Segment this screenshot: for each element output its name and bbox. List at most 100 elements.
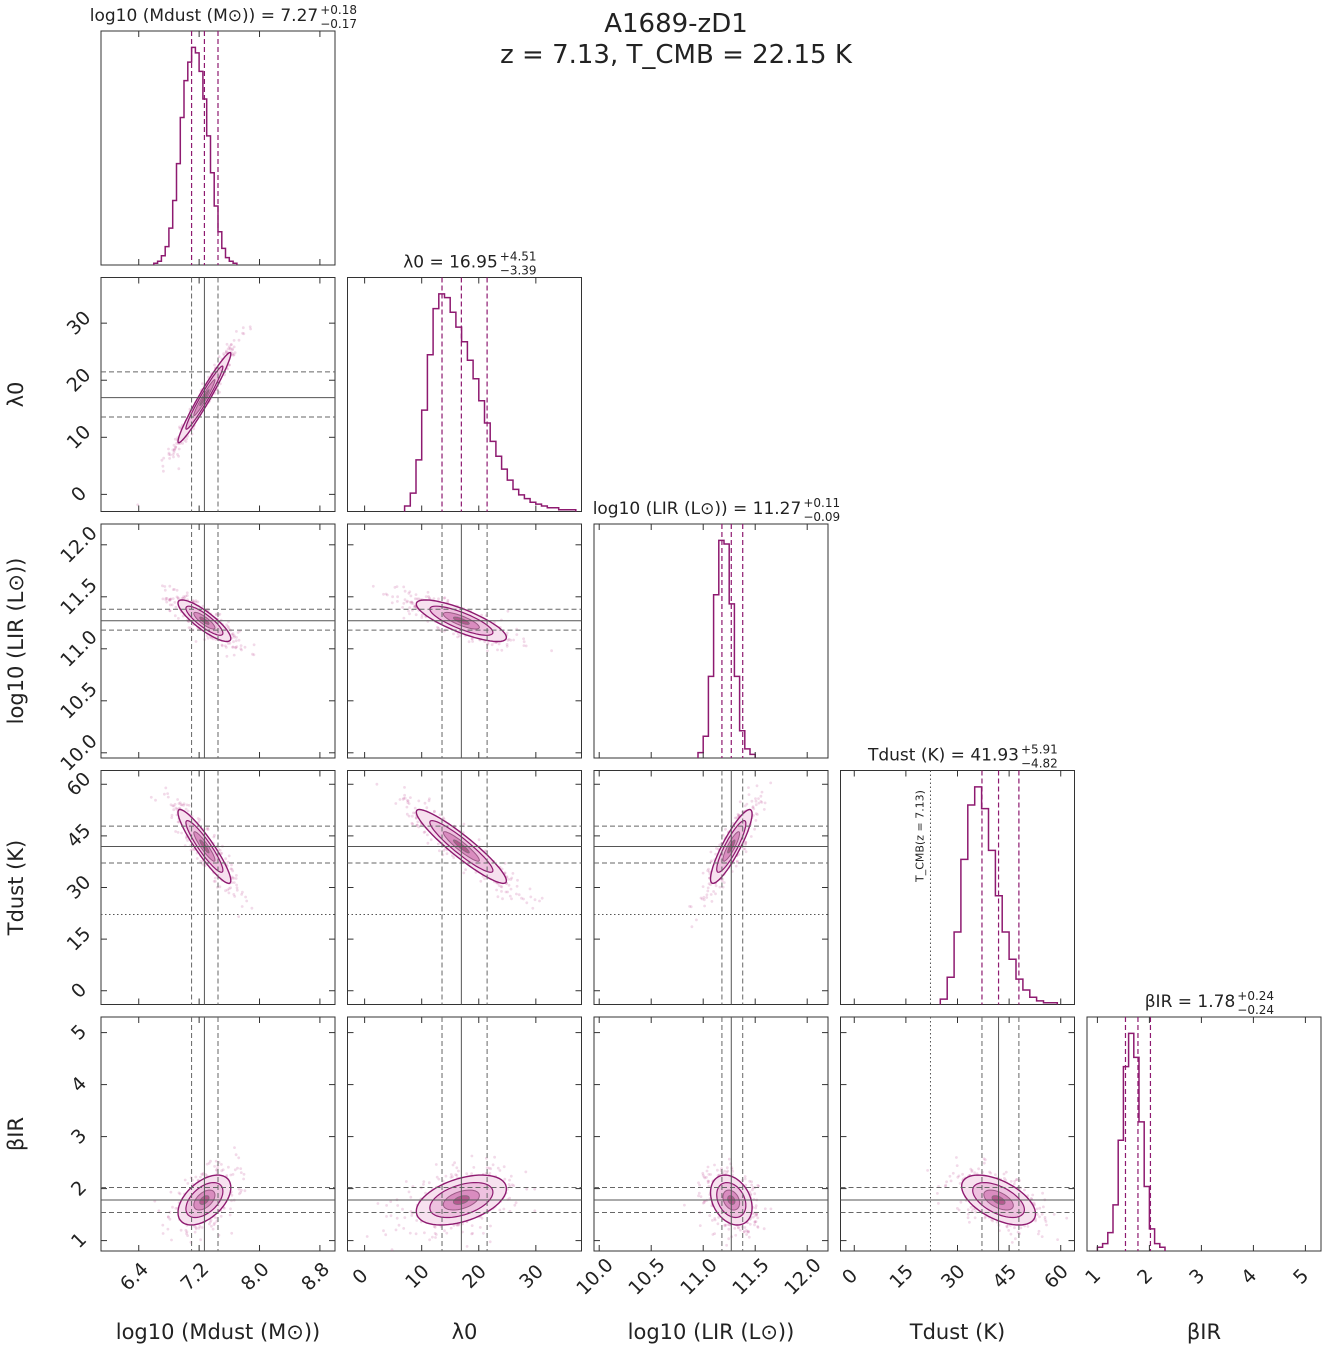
sample-point [702,1201,706,1204]
sample-point [173,588,176,591]
x-tick-label: 0 [348,1265,372,1289]
sample-point [390,601,394,605]
sample-point [184,807,188,811]
sample-point [745,1229,748,1232]
sample-point [234,645,237,649]
sample-point [443,596,447,600]
sample-point [229,886,233,890]
sample-point [241,326,245,330]
sample-point [201,382,204,385]
sample-point [211,637,215,641]
sample-point [397,1223,401,1227]
sample-point [178,425,181,429]
sample-point [425,806,429,810]
sample-point [956,1207,959,1210]
sample-point [451,1175,454,1178]
histogram-LIR [697,539,756,758]
sample-point [396,1204,400,1207]
sample-point [1033,1203,1036,1207]
sample-point [1052,1213,1056,1216]
sample-point [720,879,724,883]
sample-point [751,1215,755,1219]
sample-point [163,585,167,588]
x-tick-label: 2 [1133,1265,1157,1289]
sample-point [754,1204,758,1208]
sample-point [714,852,717,856]
sample-point [235,645,239,649]
sample-point [209,636,213,640]
sample-point [232,635,236,639]
sample-point [414,816,418,820]
x-axis-label-lambda0: λ0 [452,1320,478,1344]
x-tick-label: 20 [458,1260,491,1293]
sample-point [232,640,235,644]
sample-point [212,1223,216,1226]
x-tick-label: 45 [989,1260,1022,1293]
sample-point [422,831,426,834]
sample-point [733,1227,737,1230]
sample-point [224,351,228,355]
sample-point [1015,1178,1019,1181]
sample-point [467,640,471,644]
panel-plus-betaIR: +0.24 [1237,989,1274,1003]
sample-point [724,1223,728,1227]
sample-point [177,467,181,471]
sample-point [937,1202,940,1205]
sample-point [218,849,222,852]
x-axis-label-Tdust: Tdust (K) [909,1320,1005,1344]
x-tick-label: 11.0 [676,1254,721,1299]
sample-point [497,884,501,887]
sample-point [217,355,221,358]
sample-point [227,887,231,891]
sample-point [163,792,166,796]
sample-point [166,792,170,795]
sample-point [172,448,176,452]
sample-point [226,367,230,371]
sample-point [714,892,717,896]
sample-point [405,600,409,604]
sample-point [406,799,410,803]
x-tick-label: 60 [1040,1260,1073,1293]
sample-point [185,1230,189,1234]
sample-point [487,1166,491,1170]
sample-point [196,600,200,604]
sample-point [705,1169,709,1173]
sample-point [989,1171,993,1175]
sample-point [232,345,236,349]
sample-point [402,602,406,605]
sample-point [431,1235,434,1239]
sample-point [234,1153,238,1157]
sample-point [170,816,174,819]
sample-point [983,1158,987,1162]
panel-Tdust-Mdust: 0 15 30 45 60 Tdust (K) [4,768,336,1005]
sample-point [428,797,431,801]
sample-point [226,860,230,864]
x-tick-label: 15 [885,1260,918,1293]
sample-point [504,890,508,894]
sample-point [250,906,254,910]
sample-point [973,1171,976,1175]
sample-point [166,795,170,799]
sample-point [1037,1232,1040,1236]
panel-title-Tdust: Tdust (K) = 41.93 [867,746,1019,766]
y-tick-label: 15 [63,923,96,956]
sample-point [229,867,233,871]
sample-point [424,1191,427,1195]
sample-point [420,613,424,617]
panel-title-lambda0: λ0 = 16.95 [403,253,498,273]
sample-point [220,851,224,855]
sample-point [723,1169,727,1173]
sample-point [227,626,230,629]
sample-point [727,1227,731,1231]
sample-point [220,644,224,648]
sample-point [173,802,177,806]
sample-point [402,616,406,620]
sample-point [186,1182,190,1185]
sample-point [414,613,418,617]
sample-point [176,820,180,824]
panel-Tdust-lambda0 [347,770,582,1005]
sample-point [230,632,234,636]
sample-point [994,1173,997,1177]
sample-point [713,1163,716,1167]
